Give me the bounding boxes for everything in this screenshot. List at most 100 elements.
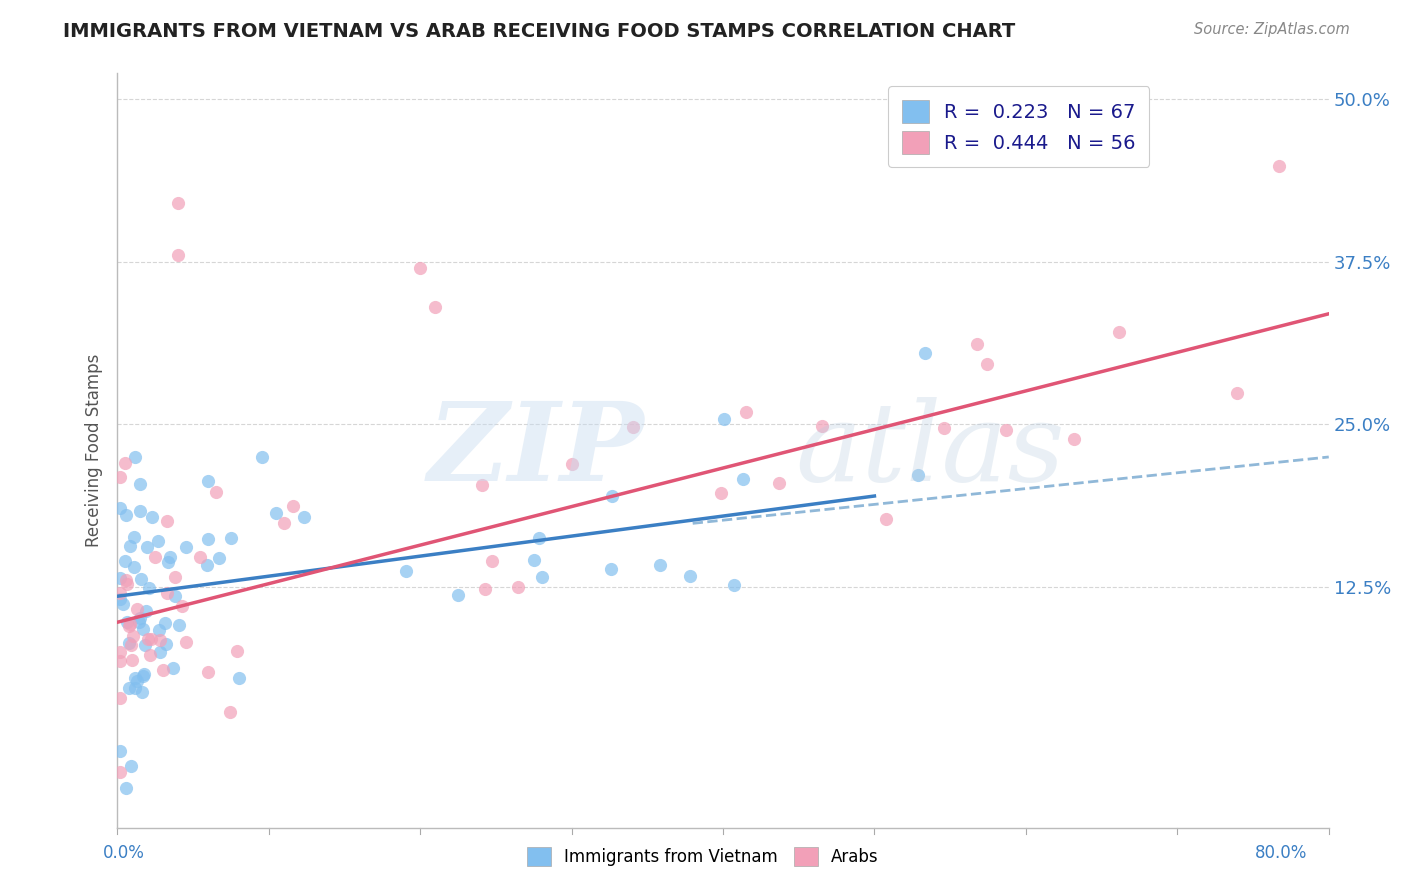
- Point: [159, 549, 181, 564]
- Point: [143, 550, 166, 565]
- Point: [163, 589, 186, 603]
- Point: [907, 467, 929, 482]
- Point: [292, 510, 315, 524]
- Point: [197, 475, 219, 489]
- Point: [447, 588, 470, 602]
- Point: [155, 638, 177, 652]
- Point: [121, 630, 143, 644]
- Point: [768, 476, 790, 491]
- Point: [156, 514, 179, 528]
- Point: [219, 531, 242, 545]
- Point: [811, 419, 834, 434]
- Point: [621, 420, 644, 434]
- Point: [995, 423, 1018, 437]
- Point: [165, 569, 187, 583]
- Point: [197, 533, 219, 547]
- Point: [527, 531, 550, 545]
- Point: [966, 336, 988, 351]
- Text: 80.0%: 80.0%: [1256, 844, 1308, 862]
- Point: [129, 476, 152, 491]
- Point: [481, 553, 503, 567]
- Point: [110, 470, 132, 484]
- Point: [205, 484, 228, 499]
- Point: [141, 510, 163, 524]
- Point: [170, 599, 193, 613]
- Point: [530, 570, 553, 584]
- Point: [110, 501, 132, 516]
- Point: [273, 516, 295, 530]
- Point: [132, 666, 155, 681]
- Point: [207, 550, 229, 565]
- Point: [228, 671, 250, 685]
- Point: [914, 345, 936, 359]
- Point: [110, 764, 132, 779]
- Point: [599, 562, 621, 576]
- Point: [115, 508, 138, 523]
- Point: [129, 572, 152, 586]
- Point: [114, 456, 136, 470]
- Point: [174, 635, 197, 649]
- Point: [115, 780, 138, 795]
- Point: [190, 549, 212, 564]
- Y-axis label: Receiving Food Stamps: Receiving Food Stamps: [86, 354, 103, 547]
- Point: [425, 300, 447, 314]
- Point: [120, 638, 142, 652]
- Point: [148, 623, 170, 637]
- Point: [118, 618, 141, 632]
- Point: [395, 564, 418, 578]
- Point: [139, 648, 162, 662]
- Point: [141, 632, 163, 646]
- Point: [734, 405, 756, 419]
- Point: [111, 597, 134, 611]
- Point: [162, 661, 184, 675]
- Point: [124, 671, 146, 685]
- Point: [120, 539, 142, 553]
- Point: [124, 681, 146, 696]
- Point: [976, 357, 998, 371]
- Point: [250, 450, 273, 465]
- Point: [149, 633, 172, 648]
- Point: [875, 512, 897, 526]
- Point: [474, 582, 496, 596]
- Point: [561, 457, 583, 471]
- Point: [226, 644, 249, 658]
- Point: [218, 705, 240, 719]
- Point: [508, 580, 530, 594]
- Point: [600, 489, 623, 503]
- Point: [118, 635, 141, 649]
- Point: [138, 632, 160, 646]
- Point: [124, 530, 146, 544]
- Point: [127, 673, 149, 688]
- Point: [115, 577, 138, 591]
- Point: [166, 248, 188, 262]
- Point: [1108, 325, 1130, 339]
- Point: [156, 585, 179, 599]
- Point: [650, 558, 672, 572]
- Point: [115, 573, 138, 587]
- Point: [471, 478, 494, 492]
- Point: [264, 506, 287, 520]
- Point: [713, 411, 735, 425]
- Point: [110, 655, 132, 669]
- Point: [174, 540, 197, 554]
- Point: [120, 758, 142, 772]
- Point: [135, 604, 157, 618]
- Point: [129, 611, 152, 625]
- Point: [121, 653, 143, 667]
- Point: [138, 581, 160, 595]
- Text: ZIP: ZIP: [427, 397, 644, 504]
- Point: [128, 615, 150, 629]
- Text: 0.0%: 0.0%: [103, 844, 145, 862]
- Point: [197, 665, 219, 679]
- Point: [110, 571, 132, 585]
- Point: [131, 685, 153, 699]
- Point: [167, 617, 190, 632]
- Point: [132, 622, 155, 636]
- Point: [110, 691, 132, 706]
- Point: [1268, 159, 1291, 173]
- Point: [1063, 432, 1085, 446]
- Point: [149, 645, 172, 659]
- Point: [132, 668, 155, 682]
- Point: [136, 540, 159, 554]
- Point: [114, 554, 136, 568]
